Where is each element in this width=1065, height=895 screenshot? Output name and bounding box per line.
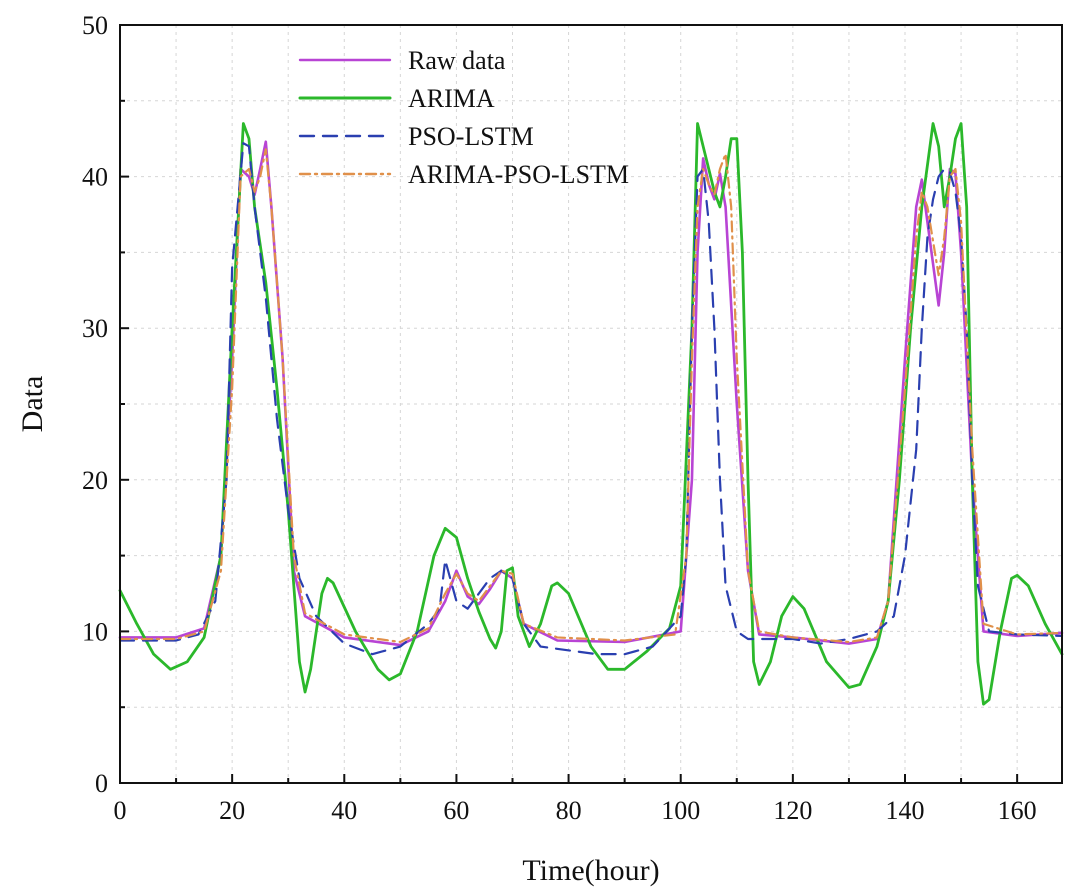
series-line-pso-lstm: [118, 142, 1064, 656]
x-tick-label: 120: [773, 796, 812, 825]
series-lines: [118, 122, 1064, 706]
legend: Raw data ARIMA PSO-LSTM ARIMA-PSO-LSTM: [298, 46, 629, 189]
y-tick-label: 40: [82, 163, 108, 192]
tick-labels: 0 20 40 60 80 100 120 140 160 0 10 20 30 40 50: [82, 11, 1037, 825]
x-tick-label: 160: [998, 796, 1037, 825]
y-tick-label: 10: [82, 617, 108, 646]
y-tick-label: 30: [82, 314, 108, 343]
x-tick-label: 40: [331, 796, 357, 825]
y-tick-label: 50: [82, 11, 108, 40]
x-tick-label: 140: [886, 796, 925, 825]
y-tick-label: 20: [82, 466, 108, 495]
x-tick-label: 20: [219, 796, 245, 825]
series-line-arima-pso-lstm: [118, 148, 1064, 644]
x-tick-label: 80: [556, 796, 582, 825]
series-line-arima: [118, 122, 1064, 706]
axes: [119, 24, 1063, 784]
x-axis-title: Time(hour): [522, 854, 659, 887]
legend-label-pso-lstm: PSO-LSTM: [408, 122, 534, 151]
gridlines: [120, 25, 1062, 783]
x-tick-label: 0: [114, 796, 127, 825]
series-line-raw-data: [118, 140, 1064, 647]
legend-label-raw-data: Raw data: [408, 46, 506, 75]
x-tick-label: 60: [443, 796, 469, 825]
legend-label-arima: ARIMA: [408, 84, 495, 113]
y-tick-label: 0: [95, 769, 108, 798]
y-axis-title: Data: [16, 376, 49, 433]
x-tick-label: 100: [661, 796, 700, 825]
legend-label-arima-pso-lstm: ARIMA-PSO-LSTM: [408, 160, 629, 189]
